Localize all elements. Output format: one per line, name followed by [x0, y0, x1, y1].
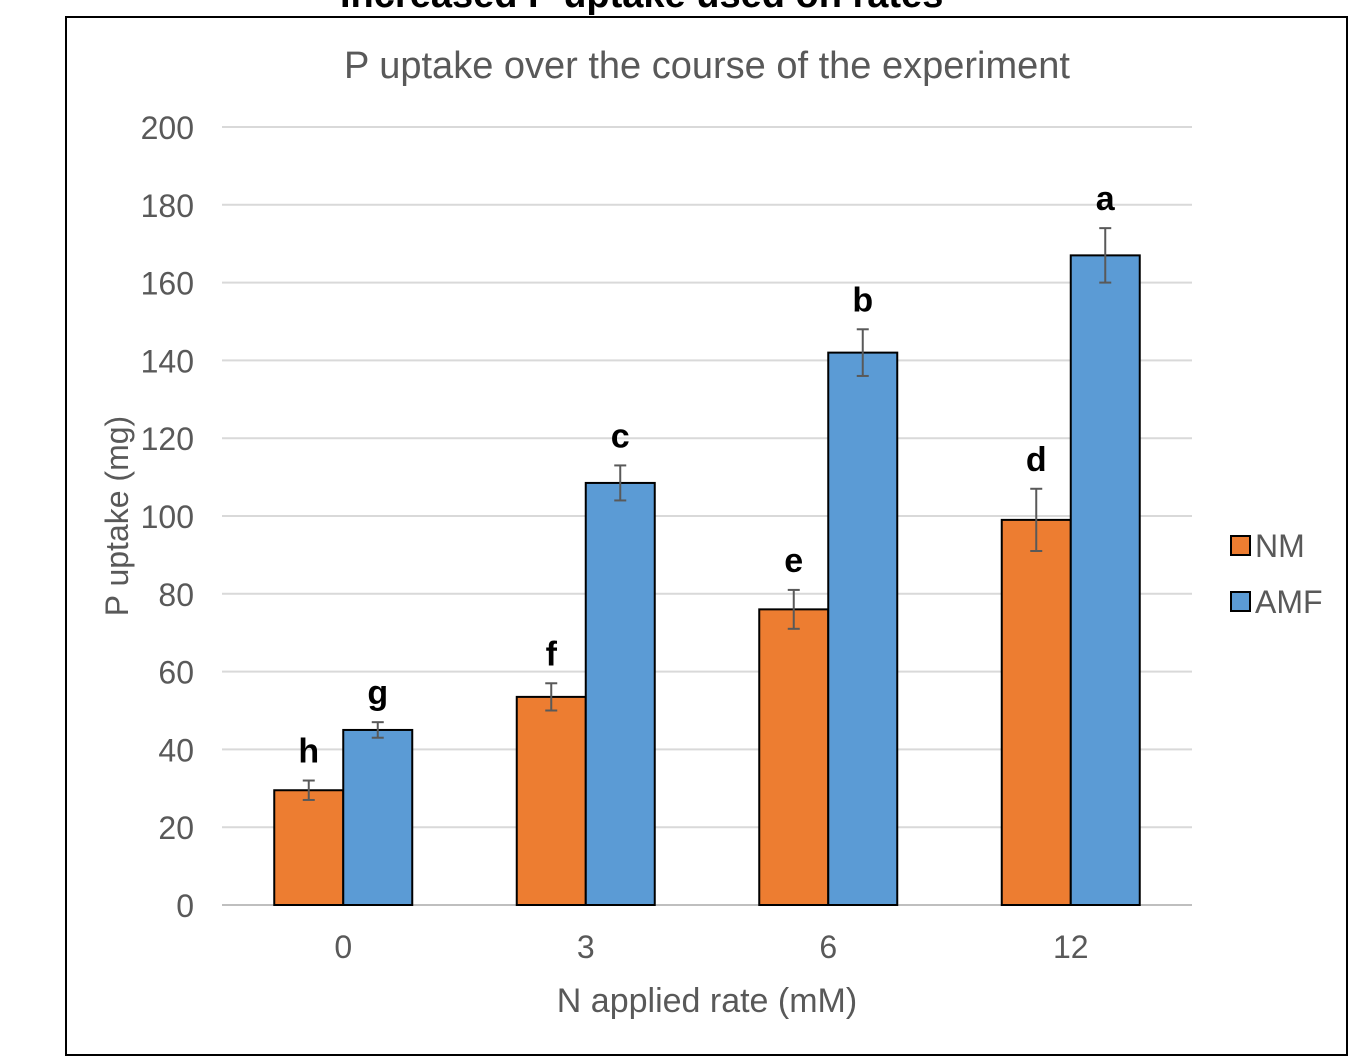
y-tick-label: 80	[158, 577, 194, 613]
x-axis-label: N applied rate (mM)	[557, 982, 857, 1020]
x-tick-labels: 0 3 6 12	[334, 929, 1088, 965]
bar-NM-12	[1002, 520, 1071, 905]
legend-swatch-AMF	[1231, 592, 1250, 611]
legend: NM AMF	[1231, 528, 1323, 620]
x-tick-label: 12	[1053, 929, 1089, 965]
significance-letter: g	[367, 674, 388, 712]
y-tick-label: 160	[141, 266, 194, 302]
bar-AMF-6	[828, 353, 897, 905]
bar-AMF-0	[343, 730, 412, 905]
bar-AMF-3	[586, 483, 655, 905]
y-tick-label: 20	[158, 810, 194, 846]
legend-label: AMF	[1255, 584, 1323, 620]
legend-swatch-NM	[1231, 536, 1250, 555]
significance-letter: d	[1026, 441, 1047, 479]
chart-title: P uptake over the course of the experime…	[344, 45, 1070, 87]
x-tick-label: 3	[577, 929, 595, 965]
y-tick-labels: 0 20 40 60 80 100 120 140 160 180 200	[141, 110, 194, 924]
significance-letter: h	[298, 733, 319, 771]
significance-letter: a	[1096, 180, 1116, 218]
y-tick-label: 200	[141, 110, 194, 146]
bar-AMF-12	[1071, 255, 1140, 905]
bar-NM-3	[517, 697, 586, 905]
bar-NM-0	[274, 790, 343, 905]
x-tick-label: 6	[819, 929, 837, 965]
y-tick-label: 0	[176, 888, 194, 924]
bars	[274, 255, 1140, 905]
bar-NM-6	[759, 609, 828, 905]
significance-letter: f	[546, 635, 558, 673]
significance-letter: b	[852, 281, 873, 319]
significance-letter: c	[611, 417, 630, 455]
y-tick-label: 140	[141, 343, 194, 379]
x-tick-label: 0	[334, 929, 352, 965]
significance-letters: h g f c e b d a	[298, 180, 1115, 770]
error-bars	[303, 228, 1112, 800]
y-tick-label: 60	[158, 655, 194, 691]
significance-letter: e	[784, 542, 803, 580]
y-tick-label: 180	[141, 188, 194, 224]
y-tick-label: 100	[141, 499, 194, 535]
legend-label: NM	[1255, 528, 1305, 564]
y-axis-label: P uptake (mg)	[99, 416, 135, 616]
y-tick-label: 40	[158, 732, 194, 768]
y-tick-label: 120	[141, 421, 194, 457]
